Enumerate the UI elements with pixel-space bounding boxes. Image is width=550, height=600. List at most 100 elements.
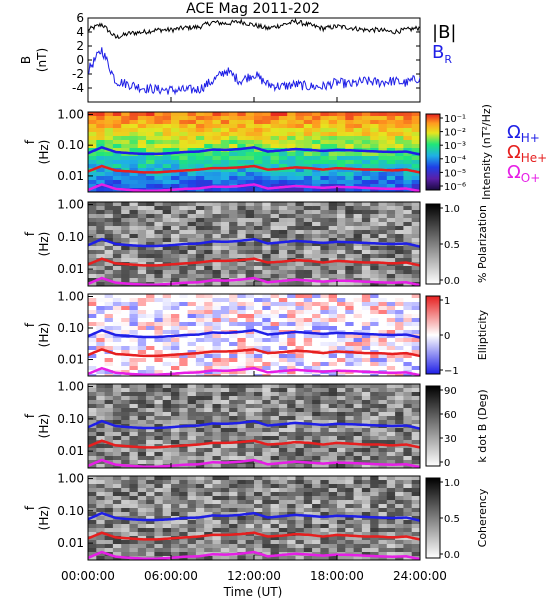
heatmap-cell [112,540,122,545]
heatmap-cell [270,524,280,529]
heatmap-cell [162,362,172,367]
heatmap-cell [395,448,404,453]
heatmap-cell [378,282,388,287]
heatmap-cell [386,404,396,409]
heatmap-cell [204,254,213,259]
heatmap-cell [254,294,263,299]
heatmap-cell [96,282,105,287]
heatmap-cell [179,440,188,445]
heatmap-cell [220,354,230,359]
heatmap-cell [395,314,404,319]
heatmap-cell [403,452,412,457]
gyro-line-omega-he [87,257,421,267]
heatmap-cell [287,246,296,251]
heatmap-cell [146,532,155,537]
heatmap-cell [378,222,388,227]
heatmap-cell [137,476,147,481]
heatmap-cell [295,444,305,449]
heatmap-cell [320,302,329,307]
heatmap-cell [361,520,371,525]
heatmap-cell [162,448,172,453]
heatmap-cell [295,310,305,315]
heatmap-cell [320,552,329,557]
heatmap-cell [121,350,130,355]
heatmap-cell [345,520,354,525]
heatmap-cell [204,322,213,327]
heatmap-cell [171,294,180,299]
heatmap-cell [353,512,363,517]
heatmap-cell [204,188,213,193]
heatmap-cell [112,222,122,227]
heatmap-cell [345,540,354,545]
heatmap-cell [320,366,329,371]
heatmap-cell [345,128,354,133]
heatmap-cell [88,484,97,489]
heatmap-cell [88,210,97,215]
heatmap-cell [162,112,172,117]
heatmap-cell [262,214,271,219]
heatmap-cell [237,128,246,133]
heatmap-cell [411,298,421,303]
heatmap-cell [171,366,180,371]
heatmap-cell [146,318,155,323]
heatmap-cell [287,504,296,509]
heatmap-cell [262,496,271,501]
heatmap-cell [121,548,130,553]
heatmap-cell [146,456,155,461]
heatmap-cell [320,274,329,279]
heatmap-cell [179,476,188,481]
heatmap-cell [262,552,271,557]
heatmap-cell [187,184,197,189]
heatmap-cell [287,544,296,549]
heatmap-cell [328,298,338,303]
heatmap-cell [129,552,139,557]
heatmap-cell [295,294,305,299]
heatmap-cell [303,448,313,453]
heatmap-cell [386,476,396,481]
heatmap-cell [312,448,321,453]
heatmap-cell [270,124,280,129]
heatmap-cell [121,366,130,371]
heatmap-cell [171,234,180,239]
heatmap-cell [146,404,155,409]
heatmap-cell [112,116,122,121]
heatmap-cell [229,504,238,509]
heatmap-cell [220,492,230,497]
heatmap-cell [361,234,371,239]
heatmap-cell [411,330,421,335]
heatmap-cell [353,318,363,323]
heatmap-cell [220,206,230,211]
heatmap-cell [245,528,255,533]
heatmap-cell [312,412,321,417]
heatmap-cell [353,128,363,133]
heatmap-cell [220,436,230,441]
heatmap-cell [320,242,329,247]
heatmap-cell [411,172,421,177]
heatmap-cell [303,250,313,255]
heatmap-cell [229,404,238,409]
heatmap-cell [411,516,421,521]
heatmap-cell [278,334,288,339]
heatmap-cell [146,314,155,319]
heatmap-cell [328,132,338,137]
heatmap-cell [411,168,421,173]
heatmap-cell [237,392,246,397]
heatmap-cell [212,246,222,251]
heatmap-cell [395,512,404,517]
heatmap-cell [212,188,222,193]
heatmap-cell [112,404,122,409]
heatmap-cell [171,148,180,153]
heatmap-cell [403,140,412,145]
heatmap-cell [129,388,139,393]
heatmap-cell [337,246,346,251]
heatmap-cell [96,112,105,117]
heatmap-cell [154,440,163,445]
heatmap-cell [129,436,139,441]
heatmap-cell [229,334,238,339]
heatmap-cell [104,396,114,401]
heatmap-cell [378,388,388,393]
heatmap-cell [220,164,230,169]
heatmap-cell [112,214,122,219]
heatmap-cell [411,388,421,393]
heatmap-cell [278,282,288,287]
